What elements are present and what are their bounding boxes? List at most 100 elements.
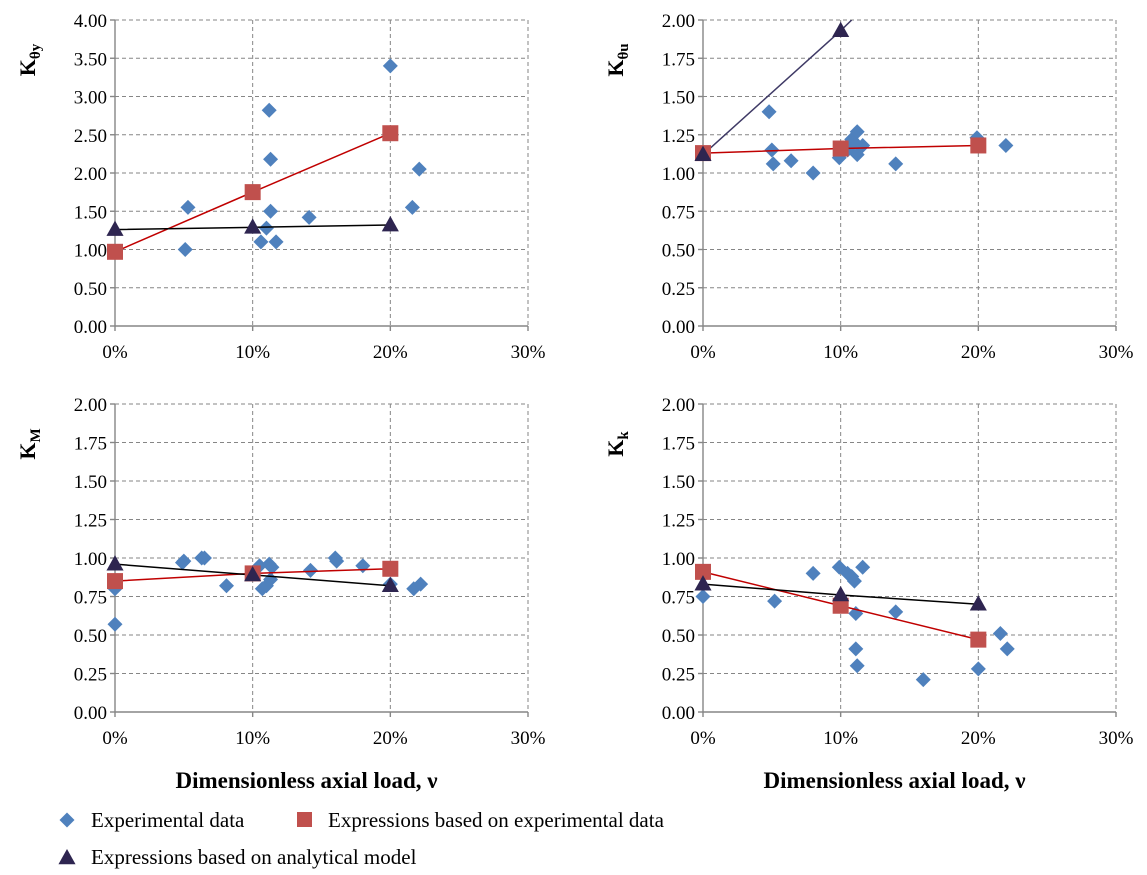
y-tick-label: 2.00	[74, 164, 107, 185]
x-tick-label: 10%	[823, 728, 858, 749]
experimental-point	[761, 104, 777, 120]
experimental-point	[767, 593, 783, 609]
y-tick-label: 3.00	[74, 88, 107, 109]
y-tick-label: 1.25	[74, 511, 107, 532]
y-axis-label: Kθu	[603, 43, 632, 76]
x-tick-label: 30%	[511, 728, 546, 749]
x-tick-label: 10%	[823, 342, 858, 363]
panel-top-right: 0.00 0.25 0.50 0.75 1.00 1.25 1.50 1.75 2.00 0% 10…	[603, 11, 1134, 363]
experimental-point	[915, 672, 931, 688]
expr-experimental-point	[107, 573, 123, 590]
y-tick-label: 0.00	[74, 703, 107, 724]
experimental-point	[999, 641, 1015, 657]
panel-bottom-right: 0.00 0.25 0.50 0.75 1.00 1.25 1.50 1.75 2.00 0% 10…	[603, 395, 1134, 793]
experimental-point	[695, 589, 711, 604]
panels: 0.00 0.50 1.00 1.50 2.00 2.50 3.00 3.50 4.00 0% 10…	[15, 11, 1134, 793]
y-tick-label: 0.25	[74, 665, 107, 686]
x-tick-label: 0%	[690, 728, 716, 749]
experimental-point	[848, 641, 864, 657]
y-tick-label: 1.75	[662, 434, 695, 455]
y-tick-label: 1.00	[74, 241, 107, 262]
expr-analytical-point	[694, 575, 712, 591]
y-tick-label: 1.75	[74, 434, 107, 455]
experimental-point	[253, 234, 269, 250]
x-tick-label: 20%	[373, 342, 408, 363]
y-tick-label: 0.75	[662, 202, 695, 223]
expr-analytical-point	[381, 576, 399, 593]
y-tick-label: 1.00	[662, 164, 695, 185]
x-tick-label: 0%	[102, 342, 128, 363]
expr-experimental-point	[382, 560, 399, 577]
expr-analytical-point	[694, 145, 712, 161]
y-tick-label: 2.00	[74, 395, 107, 416]
y-axis-label-main: K	[15, 59, 40, 76]
experimental-point	[992, 625, 1008, 641]
experimental-point	[846, 573, 862, 589]
y-tick-label: 0.00	[662, 317, 695, 338]
x-tick-label: 30%	[1099, 342, 1134, 363]
y-tick-label: 0.25	[662, 665, 695, 686]
y-axis-label-subscript: k	[616, 431, 632, 440]
x-tick-label: 20%	[961, 728, 996, 749]
experimental-point	[764, 142, 780, 158]
y-tick-label: 0.50	[74, 626, 107, 647]
experimental-point	[805, 165, 821, 181]
legend-expr-analytical-marker	[58, 849, 76, 865]
y-tick-label: 1.50	[74, 472, 107, 493]
experimental-point	[263, 203, 279, 219]
experimental-point	[180, 199, 196, 215]
experimental-point	[404, 199, 420, 215]
experimental-point	[765, 156, 781, 172]
y-axis-label-subscript: M	[28, 428, 44, 442]
y-tick-label: 1.25	[662, 511, 695, 532]
experimental-point	[219, 578, 235, 594]
y-tick-label: 2.50	[74, 126, 107, 147]
experimental-point	[411, 161, 427, 177]
experimental-point	[888, 604, 904, 620]
expr-experimental-point	[695, 563, 711, 580]
y-tick-label: 1.00	[74, 549, 107, 570]
experimental-point	[302, 562, 318, 578]
experimental-point	[268, 234, 284, 250]
expr-analytical-point	[832, 21, 850, 38]
y-tick-label: 0.75	[74, 588, 107, 609]
expr-analytical-point	[106, 220, 124, 236]
experimental-point	[888, 156, 904, 172]
experimental-point	[329, 553, 345, 569]
expr-analytical-point	[381, 216, 399, 232]
y-tick-label: 0.00	[662, 703, 695, 724]
y-tick-label: 0.50	[74, 279, 107, 300]
y-axis-label: Kθy	[15, 43, 44, 76]
experimental-point	[970, 661, 986, 677]
experimental-point	[805, 565, 821, 581]
x-tick-label: 10%	[235, 342, 270, 363]
experimental-point	[107, 616, 123, 632]
x-tick-label: 0%	[690, 342, 716, 363]
expr-analytical-point	[244, 565, 262, 582]
experimental-point	[855, 559, 871, 575]
expr-analytical-point	[106, 555, 124, 571]
y-axis-label: KM	[15, 428, 44, 459]
x-tick-label: 20%	[373, 728, 408, 749]
y-tick-label: 2.00	[662, 395, 695, 416]
legend-experimental-label: Experimental data	[91, 808, 245, 832]
legend: Experimental data Expressions based on e…	[58, 808, 665, 869]
x-tick-label: 10%	[235, 728, 270, 749]
y-tick-label: 0.50	[662, 626, 695, 647]
expr-analytical-point	[832, 585, 850, 602]
x-tick-label: 30%	[1099, 728, 1134, 749]
y-tick-label: 1.25	[662, 126, 695, 147]
y-tick-label: 0.00	[74, 317, 107, 338]
y-tick-label: 1.50	[74, 202, 107, 223]
x-tick-label: 30%	[511, 342, 546, 363]
experimental-point	[264, 559, 280, 575]
x-axis-label: Dimensionless axial load, ν	[763, 768, 1025, 793]
panel-bottom-left: 0.00 0.25 0.50 0.75 1.00 1.25 1.50 1.75 2.00 0% 10…	[15, 395, 546, 793]
expr-analytical-point	[969, 595, 987, 611]
experimental-point	[176, 553, 192, 569]
legend-expr-analytical-label: Expressions based on analytical model	[91, 845, 417, 869]
experimental-point	[196, 550, 212, 566]
expr-analytical-point	[244, 218, 262, 234]
y-tick-label: 0.25	[662, 279, 695, 300]
